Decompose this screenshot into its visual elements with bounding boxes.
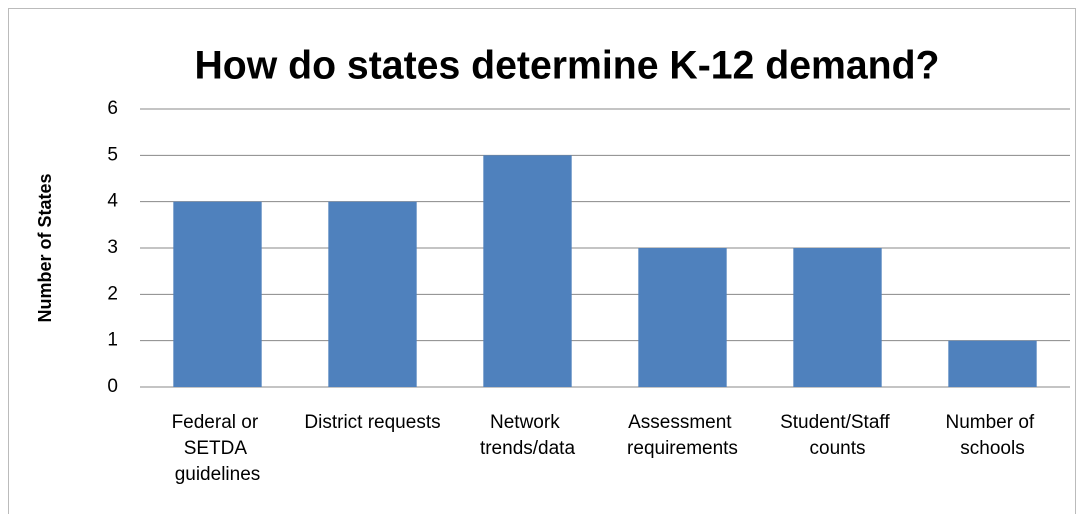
x-tick-label: Federal or SETDA guidelines	[172, 412, 264, 485]
y-tick-label: 2	[107, 283, 118, 304]
bar	[173, 201, 262, 387]
bar	[638, 248, 727, 387]
chart-border	[8, 8, 1076, 514]
bar	[793, 248, 882, 387]
y-tick-label: 5	[107, 144, 118, 165]
y-tick-label: 3	[107, 237, 118, 258]
bar	[328, 201, 417, 387]
y-tick-label: 4	[107, 191, 118, 212]
y-axis-label: Number of States	[35, 173, 55, 322]
bar	[483, 155, 572, 387]
x-tick-label: District requests	[304, 412, 440, 433]
x-tick-label: Assessment requirements	[627, 412, 738, 459]
x-tick-label: Number of schools	[946, 412, 1040, 459]
x-tick-label: Student/Staff counts	[780, 412, 895, 459]
y-tick-label: 1	[107, 330, 118, 351]
y-tick-label: 0	[107, 376, 118, 397]
y-tick-label: 6	[107, 98, 118, 119]
x-tick-label: Network trends/data	[480, 412, 575, 459]
bar	[948, 340, 1037, 387]
chart-title: How do states determine K-12 demand?	[195, 44, 940, 88]
